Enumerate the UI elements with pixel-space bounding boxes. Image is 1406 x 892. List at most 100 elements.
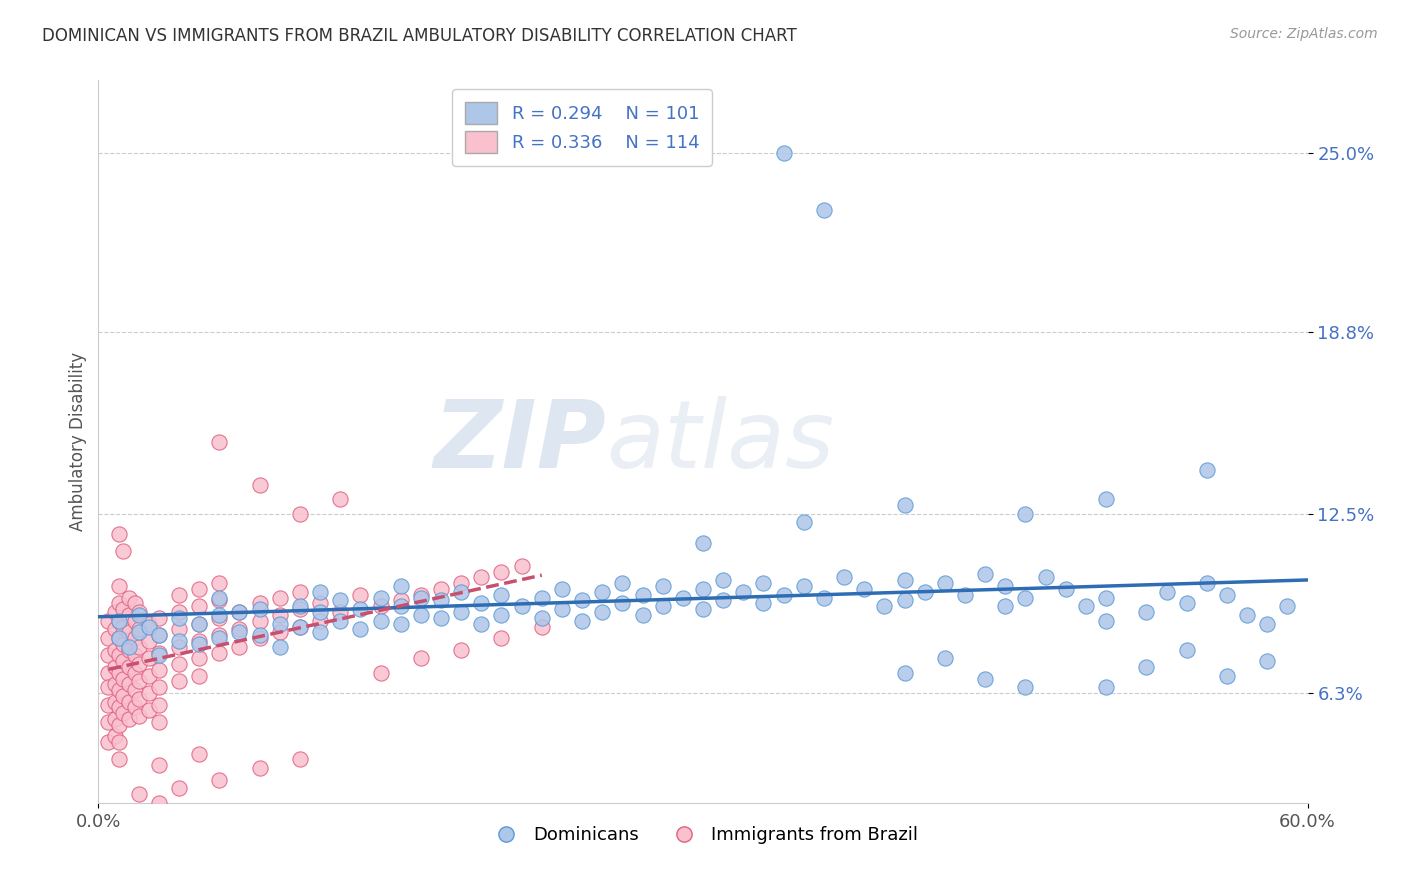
Point	[974, 567, 997, 582]
Point	[329, 605, 352, 619]
Point	[1135, 660, 1157, 674]
Point	[97, 680, 120, 694]
Point	[994, 579, 1017, 593]
Point	[1014, 680, 1036, 694]
Point	[107, 596, 129, 610]
Point	[118, 625, 141, 640]
Point	[138, 616, 160, 631]
Point	[1216, 588, 1239, 602]
Point	[389, 579, 412, 593]
Point	[128, 674, 150, 689]
Point	[107, 527, 129, 541]
Point	[111, 672, 134, 686]
Point	[148, 698, 170, 712]
Point	[813, 203, 835, 218]
Point	[148, 714, 170, 729]
Point	[111, 689, 134, 703]
Point	[167, 605, 190, 619]
Point	[111, 654, 134, 668]
Point	[107, 665, 129, 680]
Point	[288, 752, 311, 766]
Point	[832, 570, 855, 584]
Point	[188, 634, 211, 648]
Point	[672, 591, 695, 605]
Point	[1014, 507, 1036, 521]
Point	[288, 507, 311, 521]
Point	[692, 582, 714, 596]
Point	[208, 772, 231, 787]
Point	[1256, 616, 1278, 631]
Point	[288, 599, 311, 614]
Point	[118, 642, 141, 657]
Point	[612, 596, 634, 610]
Point	[111, 619, 134, 633]
Point	[1014, 591, 1036, 605]
Point	[208, 593, 231, 607]
Point	[167, 611, 190, 625]
Point	[1175, 596, 1198, 610]
Point	[893, 498, 915, 512]
Point	[118, 695, 141, 709]
Point	[491, 588, 513, 602]
Point	[1277, 599, 1299, 614]
Point	[103, 695, 125, 709]
Point	[107, 752, 129, 766]
Point	[873, 599, 896, 614]
Point	[370, 599, 392, 614]
Point	[124, 614, 146, 628]
Point	[430, 593, 453, 607]
Point	[491, 607, 513, 622]
Point	[269, 625, 291, 640]
Point	[389, 599, 412, 614]
Point	[288, 602, 311, 616]
Point	[167, 674, 190, 689]
Point	[409, 588, 432, 602]
Point	[167, 657, 190, 671]
Point	[430, 582, 453, 596]
Point	[111, 544, 134, 558]
Point	[107, 631, 129, 645]
Point	[612, 576, 634, 591]
Point	[249, 631, 271, 645]
Point	[118, 660, 141, 674]
Point	[491, 631, 513, 645]
Point	[208, 434, 231, 449]
Point	[228, 623, 250, 637]
Point	[249, 628, 271, 642]
Point	[107, 735, 129, 749]
Point	[107, 718, 129, 732]
Point	[138, 619, 160, 633]
Point	[450, 642, 472, 657]
Point	[208, 611, 231, 625]
Point	[288, 619, 311, 633]
Point	[97, 665, 120, 680]
Text: ZIP: ZIP	[433, 395, 606, 488]
Point	[1175, 642, 1198, 657]
Point	[124, 631, 146, 645]
Point	[1135, 605, 1157, 619]
Point	[208, 631, 231, 645]
Point	[128, 787, 150, 801]
Point	[329, 492, 352, 507]
Point	[118, 677, 141, 691]
Point	[128, 605, 150, 619]
Point	[97, 714, 120, 729]
Point	[711, 593, 734, 607]
Point	[269, 591, 291, 605]
Point	[148, 628, 170, 642]
Point	[107, 648, 129, 663]
Point	[711, 574, 734, 588]
Point	[1156, 584, 1178, 599]
Point	[370, 591, 392, 605]
Point	[103, 712, 125, 726]
Point	[733, 584, 755, 599]
Point	[370, 665, 392, 680]
Point	[148, 663, 170, 677]
Point	[853, 582, 876, 596]
Point	[128, 657, 150, 671]
Text: Source: ZipAtlas.com: Source: ZipAtlas.com	[1230, 27, 1378, 41]
Point	[309, 584, 332, 599]
Point	[329, 614, 352, 628]
Point	[914, 584, 936, 599]
Point	[269, 640, 291, 654]
